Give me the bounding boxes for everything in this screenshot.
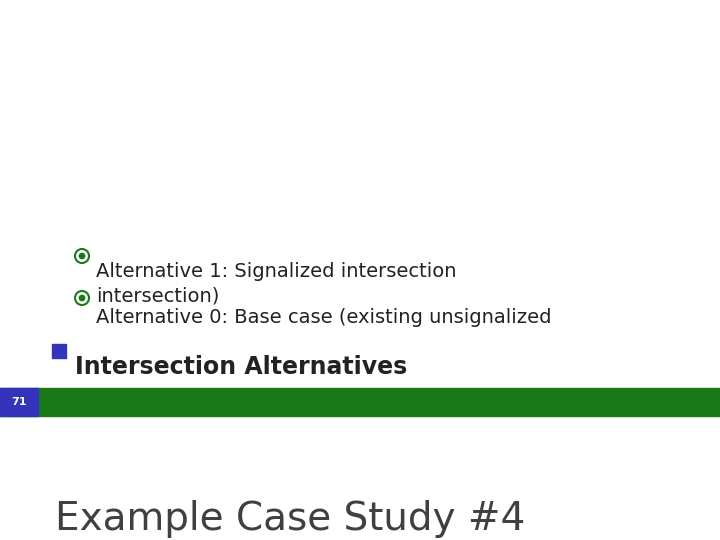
Bar — [0, 388, 720, 416]
Text: Intersection Alternatives: Intersection Alternatives — [75, 355, 408, 379]
Bar — [0, 388, 38, 416]
Text: Alternative 0: Base case (existing unsignalized: Alternative 0: Base case (existing unsig… — [96, 308, 552, 327]
Text: 71: 71 — [12, 397, 27, 407]
Text: Alternative 1: Signalized intersection: Alternative 1: Signalized intersection — [96, 262, 456, 281]
Text: Example Case Study #4: Example Case Study #4 — [55, 500, 526, 538]
Bar — [52, 344, 66, 358]
Circle shape — [79, 253, 85, 259]
Circle shape — [79, 295, 85, 301]
Text: intersection): intersection) — [96, 286, 220, 305]
